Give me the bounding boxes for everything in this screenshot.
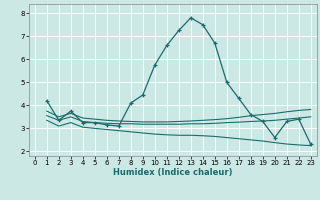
X-axis label: Humidex (Indice chaleur): Humidex (Indice chaleur) bbox=[113, 168, 233, 177]
